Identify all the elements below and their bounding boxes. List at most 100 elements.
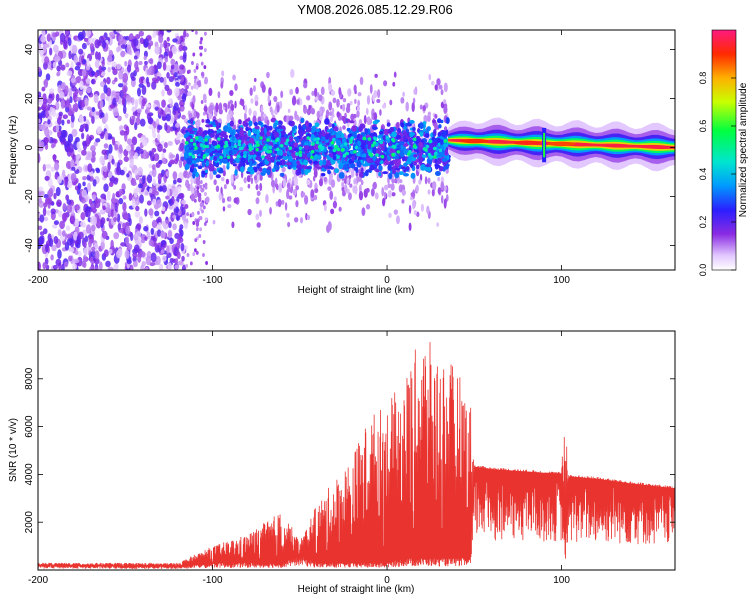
heatmap-cell: [175, 35, 181, 45]
heatmap-cell: [81, 58, 87, 65]
heatmap-cell: [298, 153, 303, 157]
heatmap-cell: [114, 111, 120, 116]
heatmap-cell: [255, 140, 259, 145]
heatmap-cell: [432, 146, 437, 151]
heatmap-cell: [100, 81, 106, 88]
heatmap-cell: [278, 182, 283, 193]
heatmap-cell: [141, 139, 148, 147]
heatmap-cell: [391, 192, 396, 197]
heatmap-cell: [319, 106, 322, 115]
heatmap-cell: [436, 137, 441, 143]
heatmap-cell: [260, 126, 265, 133]
heatmap-cell: [274, 177, 278, 185]
heatmap-cell: [79, 221, 84, 227]
heatmap-cell: [273, 96, 278, 103]
heatmap-cell: [108, 171, 113, 178]
heatmap-cell: [89, 266, 94, 270]
heatmap-cell: [43, 137, 49, 144]
heatmap-cell: [135, 34, 141, 40]
heatmap-cell: [313, 137, 318, 142]
heatmap-cell: [246, 175, 251, 183]
heatmap-cell: [277, 198, 282, 208]
heatmap-cell: [197, 129, 203, 135]
heatmap-cell: [94, 266, 99, 270]
heatmap-cell: [286, 182, 291, 189]
heatmap-cell: [134, 122, 138, 131]
heatmap-cell: [354, 184, 358, 195]
heatmap-cell: [100, 132, 105, 140]
heatmap-cell: [292, 188, 297, 196]
snr-xtick-label: 0: [384, 575, 390, 586]
heatmap-cell: [338, 162, 344, 170]
heatmap-cell: [38, 106, 42, 111]
heatmap-cell: [149, 188, 153, 194]
heatmap-cell: [250, 177, 254, 185]
heatmap-cell: [372, 181, 377, 190]
heatmap-cell: [247, 129, 252, 137]
heatmap-cell: [83, 241, 87, 248]
heatmap-cell: [86, 174, 91, 181]
heatmap-cell: [289, 88, 294, 95]
heatmap-cell: [255, 156, 261, 161]
heatmap-cell: [330, 179, 336, 188]
heatmap-cell: [115, 94, 119, 103]
heatmap-cell: [228, 196, 232, 202]
heatmap-cell: [260, 111, 265, 122]
heatmap-cell: [379, 160, 384, 165]
heatmap-cell: [296, 99, 301, 105]
heatmap-cell: [221, 177, 225, 182]
heatmap-cell: [362, 153, 367, 157]
heatmap-cell: [46, 209, 51, 216]
heatmap-cell: [324, 118, 330, 125]
heatmap-cell: [238, 119, 242, 125]
heatmap-cell: [218, 108, 223, 115]
heatmap-cell: [300, 165, 306, 170]
heatmap-cell: [187, 183, 191, 190]
heatmap-cell: [408, 138, 413, 145]
heatmap-cell: [259, 182, 263, 192]
heatmap-cell: [197, 192, 202, 198]
heatmap-cell: [419, 122, 424, 130]
heatmap-cell: [153, 153, 160, 162]
heatmap-cell: [180, 242, 185, 252]
heatmap-cell: [104, 112, 109, 122]
heatmap-cell: [213, 162, 219, 167]
heatmap-cell: [248, 147, 253, 152]
heatmap-cell: [248, 137, 255, 145]
heatmap-cell: [330, 208, 335, 215]
heatmap-cell: [113, 177, 119, 185]
heatmap-cell: [310, 135, 315, 142]
heatmap-cell: [192, 252, 196, 257]
heatmap-cell: [153, 121, 157, 129]
heatmap-cell: [131, 136, 138, 146]
heatmap-cell: [81, 189, 88, 198]
heatmap-cell: [106, 217, 110, 222]
heatmap-cell: [345, 151, 350, 156]
heatmap-cell: [43, 202, 48, 208]
heatmap-cell: [254, 94, 259, 103]
heatmap-cell: [428, 73, 432, 81]
heatmap-cell: [303, 195, 309, 205]
heatmap-cell: [371, 143, 375, 148]
heatmap-cell: [293, 142, 299, 148]
heatmap-cell: [123, 156, 129, 163]
heatmap-cell: [66, 119, 71, 124]
heatmap-cell: [119, 89, 125, 99]
heatmap-cell: [442, 99, 447, 105]
heatmap-cell: [298, 146, 303, 150]
heatmap-cell: [200, 37, 203, 42]
heatmap-cell: [166, 72, 170, 79]
heatmap-cell: [350, 168, 355, 178]
heatmap-cell: [215, 174, 221, 179]
heatmap-cell: [179, 64, 185, 70]
heatmap-cell: [444, 150, 449, 156]
heatmap-cell: [44, 56, 50, 65]
heatmap-cell: [101, 60, 105, 67]
heatmap-cell: [349, 120, 355, 124]
heatmap-cell: [185, 263, 189, 268]
heatmap-cell: [179, 224, 184, 230]
heatmap-cell: [90, 70, 96, 77]
spectrogram-heatmap: [38, 30, 675, 270]
heatmap-cell: [349, 183, 353, 188]
